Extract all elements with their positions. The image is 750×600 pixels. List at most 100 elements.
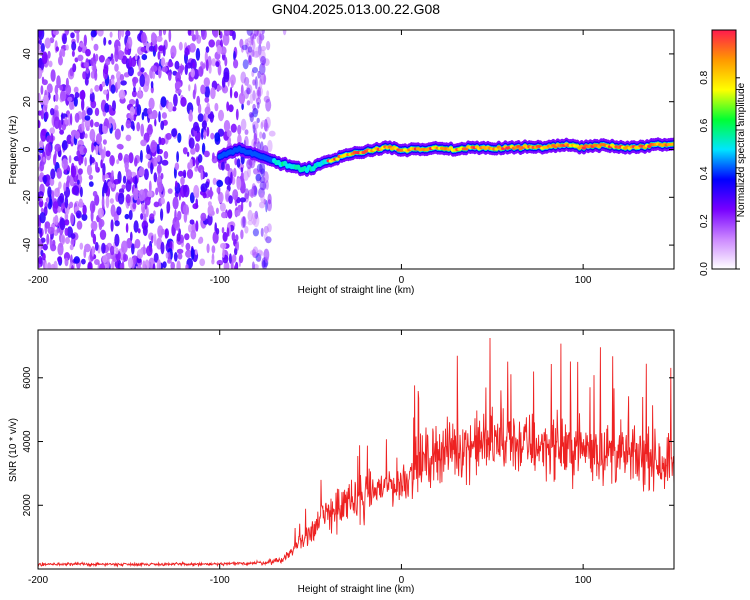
noise-blob [50,263,56,269]
noise-blob [178,41,183,51]
noise-blob [257,256,262,262]
noise-blob [82,71,87,80]
noise-blob [79,186,83,198]
noise-blob [138,189,146,202]
noise-blob [256,117,260,124]
noise-blob [136,265,142,269]
noise-blob [212,177,217,186]
noise-blob [237,124,242,135]
noise-blob [160,172,164,180]
noise-blob [200,169,204,181]
spectrogram-x-axis: -200 -100 0 100 [28,30,592,286]
noise-blob [247,37,253,43]
noise-blob [57,242,64,256]
noise-blob [68,155,72,164]
noise-blob [157,225,164,238]
noise-blob [111,170,114,178]
noise-blob [185,242,191,251]
noise-blob [135,98,139,108]
noise-blob [100,159,103,169]
noise-blob [215,85,222,91]
noise-blob [185,264,189,269]
noise-blob [114,63,119,72]
noise-blob [78,154,83,166]
noise-blob [111,155,114,167]
noise-blob [42,243,48,251]
noise-blob [44,261,48,269]
noise-blob [154,118,157,127]
noise-blob [121,124,124,132]
noise-blob [108,39,112,45]
noise-blob [235,209,241,217]
noise-blob [59,48,65,57]
noise-blob [207,201,212,207]
noise-blob [121,240,128,254]
noise-blob [132,202,137,210]
noise-blob [40,85,44,95]
noise-blob [156,154,161,163]
noise-blob [60,90,67,102]
noise-blob [130,231,133,241]
noise-blob [160,197,165,205]
noise-blob [249,112,254,123]
noise-blob [74,131,80,140]
noise-blob [211,58,216,67]
noise-blob [184,47,190,57]
colorbar: 0.0 0.2 0.4 0.6 0.8 Normalized spectral ampl… [699,29,747,276]
colorbar-label: Normalized spectral amplitude [736,82,747,217]
noise-blob [162,44,166,57]
noise-blob [204,85,210,99]
noise-blob [89,91,95,103]
noise-blob [144,196,151,206]
ridge-peak [335,157,340,161]
noise-blob [91,245,95,257]
snr-series-line [38,337,674,568]
noise-blob [64,219,70,226]
noise-blob [256,137,260,144]
noise-blob [210,132,215,140]
noise-blob [105,195,110,209]
noise-blob [48,60,53,68]
noise-blob [262,132,266,140]
noise-blob [45,143,52,157]
noise-blob [194,249,198,256]
noise-blob [145,153,151,160]
noise-blob [228,253,232,264]
noise-blob [203,131,208,137]
noise-blob [189,219,195,225]
noise-blob [58,55,63,66]
noise-blob [97,30,104,37]
noise-blob [188,137,195,149]
noise-blob [121,184,126,190]
noise-blob [247,46,253,53]
noise-blob [184,233,190,241]
noise-blob [151,235,154,244]
noise-blob [124,162,129,170]
noise-blob [158,136,162,146]
noise-blob [140,46,147,53]
noise-blob [52,201,59,214]
snr-frame [37,329,675,570]
noise-blob [39,212,46,224]
noise-blob [99,263,106,269]
noise-blob [187,30,192,36]
noise-blob [97,207,104,219]
noise-blob [249,188,255,198]
noise-blob [236,240,239,251]
noise-blob [223,120,231,132]
noise-blob [237,134,242,145]
noise-blob [223,71,230,83]
noise-blob [141,112,145,121]
noise-blob [83,61,89,68]
noise-blob [178,170,184,177]
noise-blob [160,96,167,108]
noise-blob [205,59,209,72]
noise-blob [119,74,125,82]
noise-blob [84,117,91,129]
noise-blob [69,244,74,251]
noise-blob [103,146,106,158]
noise-blob [259,162,266,175]
noise-blob [188,224,192,233]
noise-blob [128,152,134,164]
noise-blob [124,213,130,220]
